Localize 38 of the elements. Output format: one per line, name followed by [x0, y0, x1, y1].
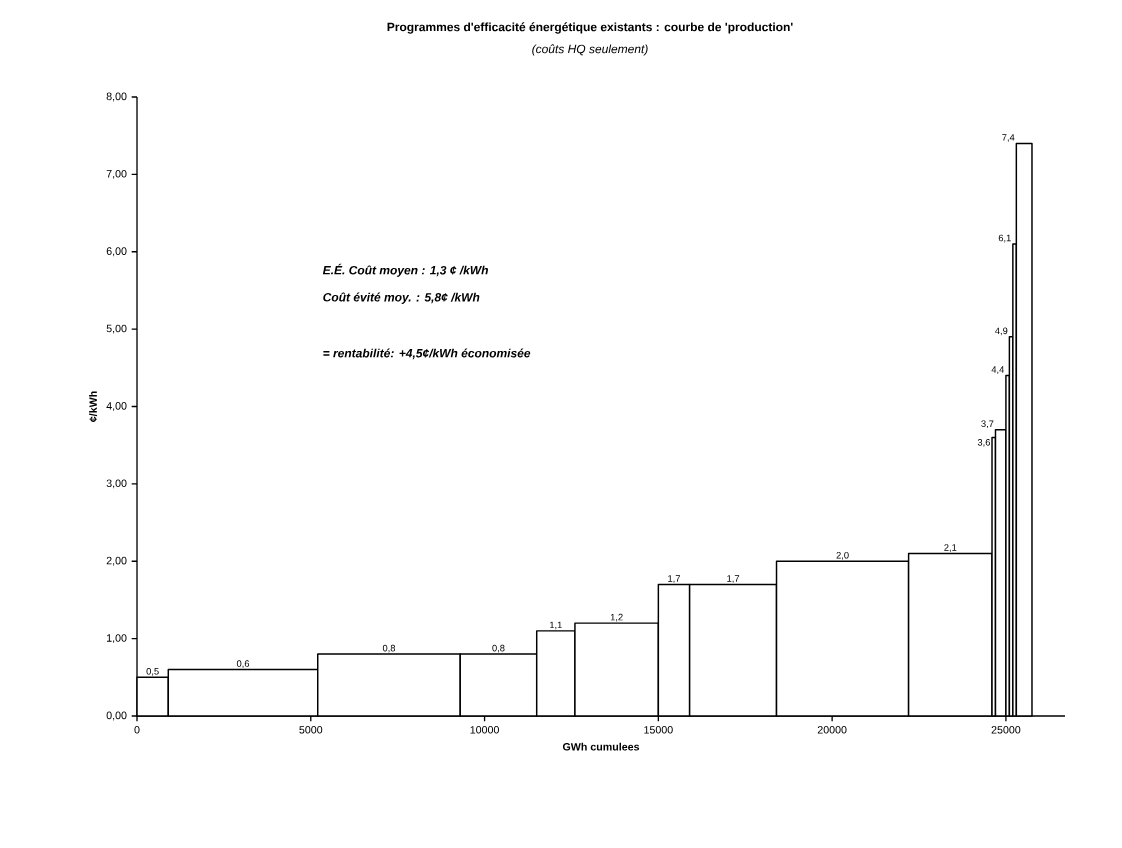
data-label: 2,1: [944, 544, 957, 552]
data-label: 3,7: [981, 420, 994, 429]
data-label: 1,7: [668, 575, 681, 583]
x-axis-title: GWh cumulees: [562, 742, 640, 751]
y-tick-label: 8,00: [106, 92, 127, 102]
y-tick-label: 4,00: [106, 402, 127, 411]
data-label: 3,6: [977, 439, 990, 447]
data-label: 1,7: [727, 575, 740, 583]
y-tick-label: 1,00: [107, 634, 127, 644]
data-label: 0,8: [492, 644, 505, 653]
annotation: E.É. Coût moyen : 1,3 ¢ /kWh: [322, 263, 488, 277]
data-label: 4,4: [991, 366, 1005, 374]
y-tick-label: 0,00: [106, 711, 127, 721]
data-label: 4,9: [995, 327, 1008, 336]
y-tick-label: 6,00: [106, 247, 127, 257]
x-tick-label: 0: [134, 726, 140, 734]
y-tick-label: 7,00: [106, 169, 127, 179]
annotation: = rentabilité: +4,5¢/kWh économisée: [323, 348, 531, 360]
data-label: 6,1: [998, 234, 1011, 243]
data-label: 1,1: [550, 621, 562, 630]
data-label: 2,0: [836, 551, 849, 560]
x-tick-label: 25000: [991, 726, 1021, 734]
x-tick-label: 20000: [817, 726, 847, 734]
data-label: 1,2: [610, 613, 623, 622]
data-label: 7,4: [1002, 134, 1015, 142]
data-label: 0,8: [382, 644, 396, 653]
x-tick-label: 10000: [470, 726, 499, 734]
annotation: Coût évité moy. : 5,8¢ /kWh: [323, 292, 480, 304]
y-tick-label: 2,00: [106, 556, 127, 566]
data-label: 0,6: [236, 660, 250, 668]
x-tick-label: 15000: [644, 726, 673, 734]
y-tick-label: 3,00: [106, 479, 127, 489]
x-tick-label: 5000: [299, 726, 323, 734]
y-axis-title: ¢/kWh: [89, 391, 98, 422]
y-tick-label: 5,00: [106, 324, 127, 334]
chart-title: Programmes d'efficacité énergétique existants : courbe de 'production': [387, 22, 793, 34]
chart-subtitle: (coûts HQ seulement): [532, 44, 648, 56]
data-label: 0,5: [146, 668, 159, 676]
